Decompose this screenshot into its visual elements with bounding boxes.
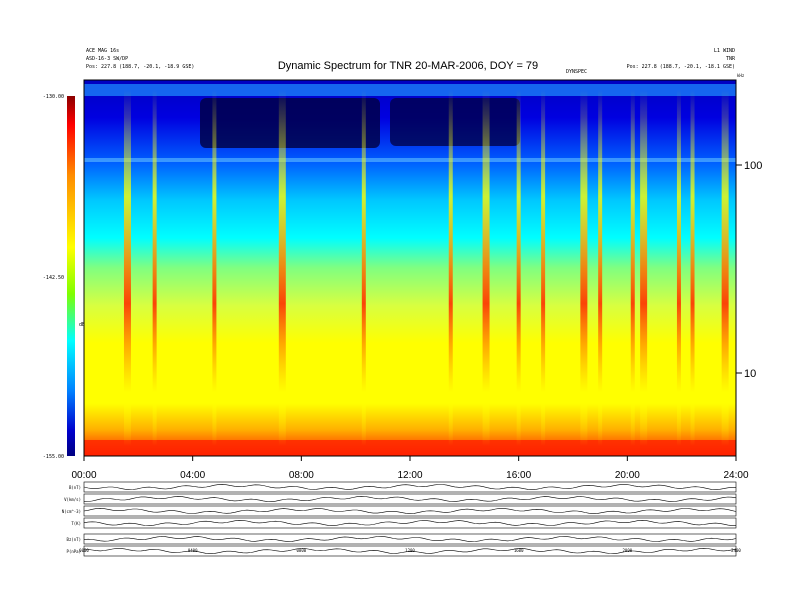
lower-panel-label: N(cm^-3) xyxy=(62,509,81,514)
radio-burst xyxy=(598,90,603,446)
header-left-line2: ASD-16-3 SW/DP xyxy=(86,56,128,62)
radio-bursts xyxy=(123,90,729,446)
header-right-line3: Pos: 227.8 (188.7, -20.1, -18.1 GSE) xyxy=(627,64,735,70)
radio-burst xyxy=(676,90,681,446)
radio-burst xyxy=(516,90,521,446)
lower-x-tick-label: 1600 xyxy=(514,548,524,553)
colorbar-mid-label: -142.50 xyxy=(43,275,64,281)
lower-panel-trace xyxy=(83,495,737,503)
lower-x-tick-label: 2000 xyxy=(623,548,633,553)
x-tick-label: 16:00 xyxy=(506,470,531,481)
y-axis: 100 10 kHz xyxy=(736,73,762,380)
radio-burst xyxy=(541,90,546,446)
lower-panel-frame xyxy=(83,517,737,529)
radio-burst xyxy=(690,90,695,446)
lower-x-tick-label: 2400 xyxy=(731,548,741,553)
lower-panel-trace xyxy=(83,507,737,515)
x-tick-label: 12:00 xyxy=(397,470,422,481)
x-tick-label: 20:00 xyxy=(615,470,640,481)
colorbar-max-label: -130.00 xyxy=(43,94,64,100)
dark-region-2 xyxy=(390,98,520,146)
radio-burst xyxy=(721,90,729,446)
y-axis-label: kHz xyxy=(737,73,745,78)
colorbar-min-label: -155.00 xyxy=(43,454,64,460)
bottom-red-band xyxy=(84,440,736,456)
top-band xyxy=(84,84,736,96)
x-tick-label: 00:00 xyxy=(71,470,96,481)
x-tick-label: 08:00 xyxy=(289,470,314,481)
x-tick-label: 04:00 xyxy=(180,470,205,481)
header-right-line2: TNR xyxy=(726,56,736,62)
lower-x-tick-label: 0000 xyxy=(79,548,89,553)
radio-burst xyxy=(448,90,453,446)
colorbar-axis-label: dB xyxy=(79,322,85,328)
lower-x-tick-label: 0800 xyxy=(297,548,307,553)
radio-burst xyxy=(640,90,648,446)
lower-panel-frame xyxy=(83,493,737,505)
lower-panel-label: B(nT) xyxy=(69,485,81,490)
header-right-line1: L1 WIND xyxy=(714,48,735,54)
radio-burst xyxy=(482,90,490,446)
lower-panel-trace xyxy=(83,547,737,555)
x-axis: 00:00 04:00 08:00 12:00 16:00 20:00 24:00 xyxy=(71,456,749,481)
lower-panel-trace xyxy=(83,535,737,543)
lower-panel-label: V(km/s) xyxy=(64,497,81,502)
horizontal-line-band xyxy=(84,158,736,162)
chart-title: Dynamic Spectrum for TNR 20-MAR-2006, DO… xyxy=(278,60,538,72)
lower-panel-label: T(K) xyxy=(71,521,81,526)
radio-burst xyxy=(123,90,131,446)
radio-burst xyxy=(580,90,588,446)
lower-panel-trace xyxy=(83,519,736,527)
lower-x-tick-label: 1200 xyxy=(405,548,415,553)
radio-burst xyxy=(361,90,366,446)
lower-panel-frame xyxy=(83,545,737,557)
solar-wind-panels: B(nT) V(km/s) N(cm^-3) T(K) Bz(nT) P(nPa)0000… xyxy=(62,481,741,557)
lower-panel-frame xyxy=(83,505,737,517)
lower-x-tick-label: 0400 xyxy=(188,548,198,553)
y-tick-label-10: 10 xyxy=(744,368,756,380)
header-center-small: DYNSPEC xyxy=(566,69,587,75)
header-left-line1: ACE MAG 16s xyxy=(86,48,119,54)
lower-panel-trace xyxy=(83,484,736,491)
colorbar xyxy=(67,96,75,456)
radio-burst xyxy=(278,90,286,446)
radio-burst xyxy=(630,90,635,446)
lower-panel-frame xyxy=(83,533,737,545)
radio-burst xyxy=(152,90,157,446)
dark-region-1 xyxy=(200,98,380,148)
lower-panel-label: P(nPa) xyxy=(67,549,81,554)
lower-panel-frame xyxy=(83,481,737,493)
x-tick-label: 24:00 xyxy=(723,470,748,481)
y-tick-label-100: 100 xyxy=(744,160,762,172)
lower-panel-label: Bz(nT) xyxy=(67,537,81,542)
spectrogram xyxy=(83,79,737,457)
header-left-line3: Pos: 227.8 (188.7, -20.1, -18.9 GSE) xyxy=(86,64,194,70)
radio-burst xyxy=(212,90,217,446)
